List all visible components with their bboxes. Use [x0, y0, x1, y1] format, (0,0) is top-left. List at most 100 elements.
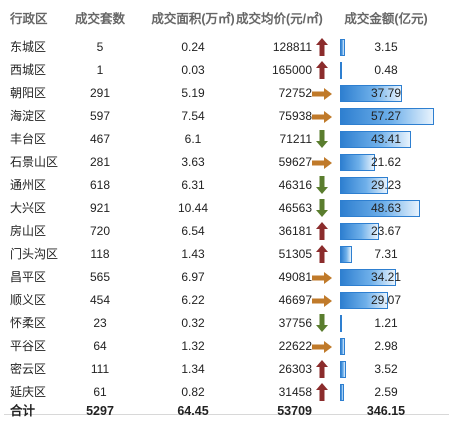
- amount-data-bar: [340, 177, 388, 194]
- trend-flat-arrow-icon: [312, 87, 332, 105]
- amount-data-bar: [340, 292, 388, 309]
- deal-amount: 57.27: [370, 109, 402, 123]
- average-price: 37756: [278, 316, 312, 330]
- average-price: 51305: [278, 247, 312, 261]
- amount-data-bar: [340, 131, 412, 148]
- district-name: 平谷区: [10, 339, 47, 353]
- deal-area: 10.44: [177, 201, 209, 215]
- deal-amount: 43.41: [370, 132, 402, 146]
- district-name: 东城区: [10, 40, 47, 54]
- footer-divider: [4, 414, 449, 415]
- deal-amount: 2.98: [374, 339, 398, 353]
- header-district: 行政区: [10, 12, 48, 26]
- deal-amount: 34.21: [370, 270, 402, 284]
- average-price: 46697: [278, 293, 312, 307]
- average-price: 49081: [278, 270, 312, 284]
- district-name: 昌平区: [10, 270, 47, 284]
- header-deals: 成交套数: [74, 12, 125, 26]
- amount-data-bar: [340, 39, 346, 56]
- average-price: 22622: [278, 339, 312, 353]
- deal-area: 1.32: [181, 339, 205, 353]
- district-name: 通州区: [10, 178, 47, 192]
- deal-amount: 3.15: [374, 40, 398, 54]
- deal-amount: 29.07: [370, 293, 402, 307]
- deal-amount: 2.59: [374, 385, 398, 399]
- average-price: 46316: [278, 178, 312, 192]
- deal-count: 61: [93, 385, 107, 399]
- amount-data-bar: [340, 338, 345, 355]
- trend-flat-arrow-icon: [312, 156, 332, 174]
- amount-data-bar: [340, 85, 403, 102]
- district-name: 房山区: [10, 224, 47, 238]
- deal-area: 6.31: [181, 178, 205, 192]
- average-price: 46563: [278, 201, 312, 215]
- deal-count: 565: [89, 270, 111, 284]
- deal-count: 291: [89, 86, 111, 100]
- district-name: 密云区: [10, 362, 47, 376]
- district-name: 门头沟区: [10, 247, 59, 261]
- total-amount: 346.15: [366, 404, 406, 418]
- deal-area: 6.54: [181, 224, 205, 238]
- amount-data-bar: [340, 361, 346, 378]
- average-price: 165000: [271, 63, 312, 77]
- deal-count: 921: [89, 201, 111, 215]
- district-name: 丰台区: [10, 132, 47, 146]
- average-price: 128811: [272, 40, 312, 54]
- trend-down-arrow-icon: [316, 176, 328, 199]
- deal-count: 5: [96, 40, 104, 54]
- trend-up-arrow-icon: [316, 61, 328, 84]
- average-price: 36181: [278, 224, 312, 238]
- deal-amount: 3.52: [374, 362, 398, 376]
- header-area: 成交面积(万㎡): [151, 12, 235, 26]
- deal-count: 720: [89, 224, 111, 238]
- deal-amount: 7.31: [374, 247, 398, 261]
- average-price: 75938: [278, 109, 312, 123]
- district-name: 朝阳区: [10, 86, 47, 100]
- deal-amount: 21.62: [370, 155, 402, 169]
- district-name: 西城区: [10, 63, 47, 77]
- deal-area: 1.43: [181, 247, 205, 261]
- deal-area: 3.63: [181, 155, 205, 169]
- amount-data-bar: [340, 246, 352, 263]
- deal-amount: 29.23: [370, 178, 402, 192]
- trend-flat-arrow-icon: [312, 294, 332, 312]
- deal-area: 6.97: [181, 270, 205, 284]
- deal-count: 467: [89, 132, 111, 146]
- header-price: 成交均价(元/㎡): [236, 12, 323, 26]
- deal-count: 281: [89, 155, 111, 169]
- deal-amount: 0.48: [374, 63, 398, 77]
- average-price: 31458: [278, 385, 312, 399]
- deal-count: 118: [90, 247, 110, 261]
- trend-flat-arrow-icon: [312, 271, 332, 289]
- deal-area: 6.1: [184, 132, 202, 146]
- deal-count: 618: [89, 178, 111, 192]
- deal-area: 5.19: [181, 86, 205, 100]
- total-district: 合计: [10, 404, 36, 418]
- amount-data-bar: [340, 154, 376, 171]
- trend-down-arrow-icon: [316, 199, 328, 222]
- deal-count: 454: [89, 293, 111, 307]
- district-name: 延庆区: [10, 385, 47, 399]
- trend-down-arrow-icon: [316, 314, 328, 337]
- amount-data-bar: [340, 269, 397, 286]
- average-price: 26303: [278, 362, 312, 376]
- amount-data-bar: [340, 315, 342, 332]
- deal-area: 0.32: [181, 316, 205, 330]
- trend-up-arrow-icon: [316, 38, 328, 61]
- district-name: 怀柔区: [10, 316, 47, 330]
- amount-data-bar: [340, 200, 420, 217]
- amount-data-bar: [340, 108, 434, 125]
- total-deals: 5297: [86, 404, 114, 418]
- deal-area: 7.54: [181, 109, 205, 123]
- deal-count: 1: [96, 63, 104, 77]
- average-price: 59627: [278, 155, 312, 169]
- deal-area: 0.82: [181, 385, 205, 399]
- district-name: 顺义区: [10, 293, 47, 307]
- deal-count: 597: [89, 109, 111, 123]
- total-price: 53709: [277, 404, 312, 418]
- average-price: 71211: [279, 132, 312, 146]
- district-name: 海淀区: [10, 109, 47, 123]
- trend-up-arrow-icon: [316, 383, 328, 406]
- trend-down-arrow-icon: [316, 130, 328, 153]
